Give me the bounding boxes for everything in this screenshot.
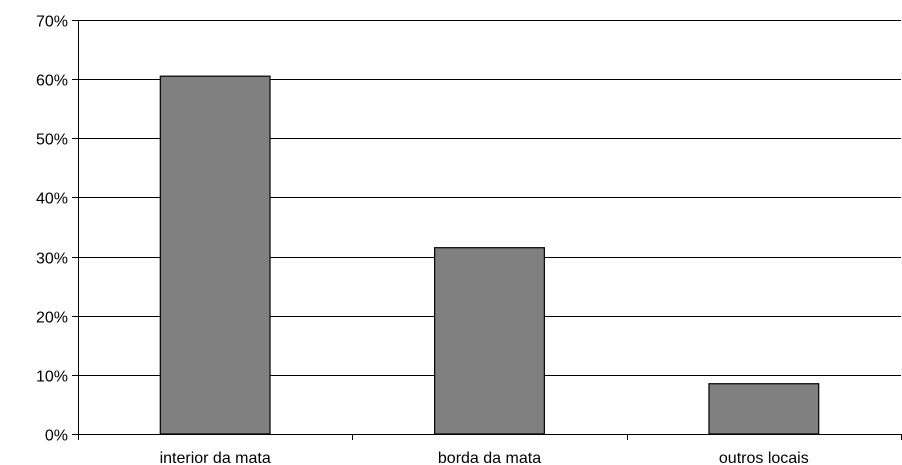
y-tick-label: 20% [36,310,68,327]
x-tick-labels: interior da mata borda da mata outros loca… [160,450,809,465]
bars [159,75,820,435]
y-tick-label: 30% [36,251,68,268]
bar-2 [708,383,820,435]
y-tick-label: 0% [45,428,68,445]
y-tick-label: 60% [36,73,68,90]
axes [72,20,902,440]
y-tick-label: 70% [36,14,68,31]
x-tick-label: borda da mata [438,450,541,465]
bar-0 [159,75,271,435]
y-tick-labels: 0% 10% 20% 30% 40% 50% 60% 70% [36,14,68,445]
x-tick-label: interior da mata [160,450,271,465]
y-tick-label: 40% [36,191,68,208]
bar-1 [434,247,545,435]
y-tick-label: 10% [36,369,68,386]
y-tick-label: 50% [36,132,68,149]
x-tick-label: outros locais [719,450,809,465]
